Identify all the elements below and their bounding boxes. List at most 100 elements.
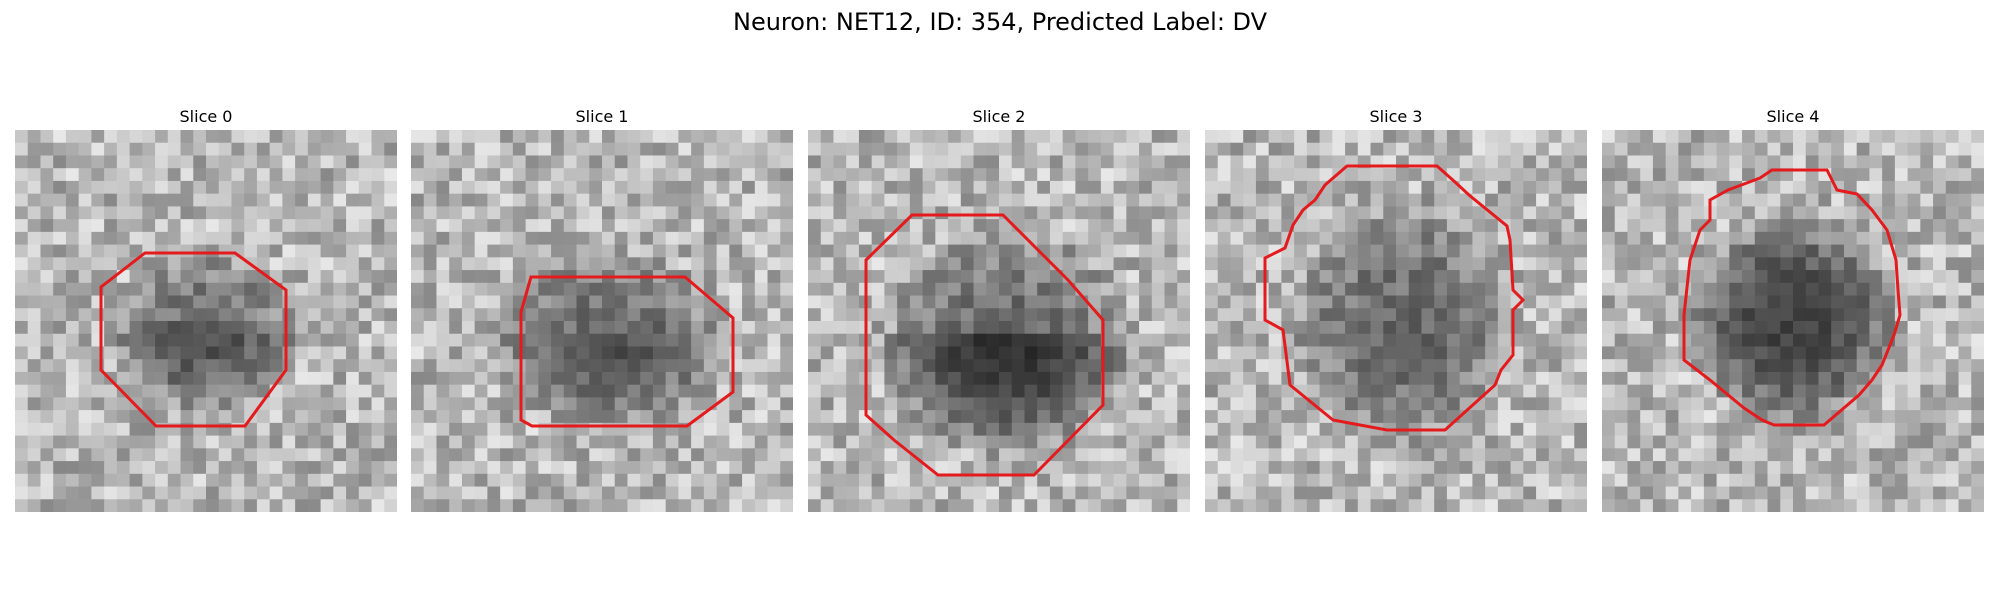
pixel — [627, 397, 641, 411]
pixel — [1126, 244, 1140, 258]
pixel — [1856, 308, 1870, 322]
pixel — [897, 422, 911, 437]
pixel — [358, 282, 373, 297]
pixel — [231, 219, 245, 233]
pixel — [614, 219, 629, 233]
pixel — [231, 371, 245, 386]
pixel — [1164, 282, 1178, 297]
pixel — [1548, 410, 1563, 424]
pixel — [614, 346, 629, 360]
pixel — [1793, 321, 1807, 335]
pixel — [703, 473, 718, 488]
pixel — [780, 321, 793, 335]
pixel — [1255, 231, 1270, 246]
pixel — [1933, 435, 1947, 449]
pixel — [1049, 499, 1064, 512]
pixel — [27, 473, 42, 488]
pixel — [538, 499, 552, 512]
pixel — [1255, 333, 1270, 348]
pixel — [346, 435, 360, 449]
pixel — [1754, 359, 1769, 373]
pixel — [1383, 473, 1397, 488]
pixel — [256, 321, 271, 335]
pixel — [858, 410, 873, 424]
pixel — [1205, 257, 1219, 271]
pixel — [652, 435, 667, 449]
pixel — [1268, 270, 1282, 284]
pixel — [563, 321, 578, 335]
pixel — [129, 473, 143, 488]
pixel — [1665, 384, 1679, 398]
pixel — [1230, 295, 1244, 309]
pixel — [1742, 448, 1756, 462]
pixel — [436, 371, 450, 386]
pixel — [1627, 333, 1641, 348]
pixel — [1614, 308, 1629, 322]
pixel — [1217, 371, 1232, 386]
pixel — [1485, 257, 1499, 271]
pixel — [871, 422, 885, 437]
pixel — [244, 448, 258, 462]
pixel — [1793, 180, 1807, 195]
pixel — [1037, 270, 1051, 284]
pixel — [1255, 359, 1270, 373]
pixel — [256, 308, 271, 322]
pixel — [1716, 499, 1730, 512]
pixel — [1062, 244, 1076, 258]
pixel — [1716, 130, 1730, 144]
pixel — [1421, 359, 1435, 373]
pixel — [1665, 282, 1679, 297]
pixel — [40, 244, 54, 258]
pixel — [307, 384, 322, 398]
pixel — [935, 206, 949, 220]
pixel — [1062, 257, 1076, 271]
pixel — [754, 346, 769, 360]
pixel — [1920, 384, 1934, 398]
pixel — [487, 384, 501, 398]
pixel — [767, 308, 781, 322]
pixel — [1088, 168, 1102, 182]
pixel — [129, 295, 143, 309]
pixel — [640, 206, 654, 220]
pixel — [384, 473, 397, 488]
pixel — [1678, 231, 1692, 246]
pixel — [436, 206, 450, 220]
pixel — [1139, 359, 1153, 373]
pixel — [256, 473, 271, 488]
pixel — [1024, 180, 1038, 195]
pixel — [589, 321, 603, 335]
pixel — [1421, 321, 1435, 335]
pixel — [1602, 461, 1616, 475]
pixel — [231, 231, 245, 246]
pixel — [780, 130, 793, 144]
pixel — [500, 346, 514, 360]
pixel — [487, 448, 501, 462]
pixel — [129, 384, 143, 398]
pixel — [1869, 448, 1883, 462]
pixel — [703, 257, 718, 271]
pixel — [1485, 295, 1499, 309]
pixel — [65, 193, 80, 207]
pixel — [500, 486, 514, 500]
pixel — [960, 282, 975, 297]
pixel — [1767, 410, 1781, 424]
pixel — [1523, 422, 1537, 437]
pixel — [461, 295, 476, 309]
pixel — [1729, 270, 1743, 284]
pixel — [1357, 435, 1372, 449]
pixel — [193, 359, 207, 373]
pixel — [1945, 282, 1960, 297]
pixel — [1716, 473, 1730, 488]
pixel — [206, 435, 220, 449]
pixel — [1011, 155, 1026, 169]
pixel — [411, 282, 425, 297]
pixel — [1497, 461, 1512, 475]
pixel — [1268, 168, 1282, 182]
pixel — [384, 384, 397, 398]
pixel — [1754, 282, 1769, 297]
pixel — [384, 308, 397, 322]
pixel — [167, 333, 182, 348]
pixel — [703, 206, 718, 220]
pixel — [206, 473, 220, 488]
pixel — [1100, 206, 1115, 220]
